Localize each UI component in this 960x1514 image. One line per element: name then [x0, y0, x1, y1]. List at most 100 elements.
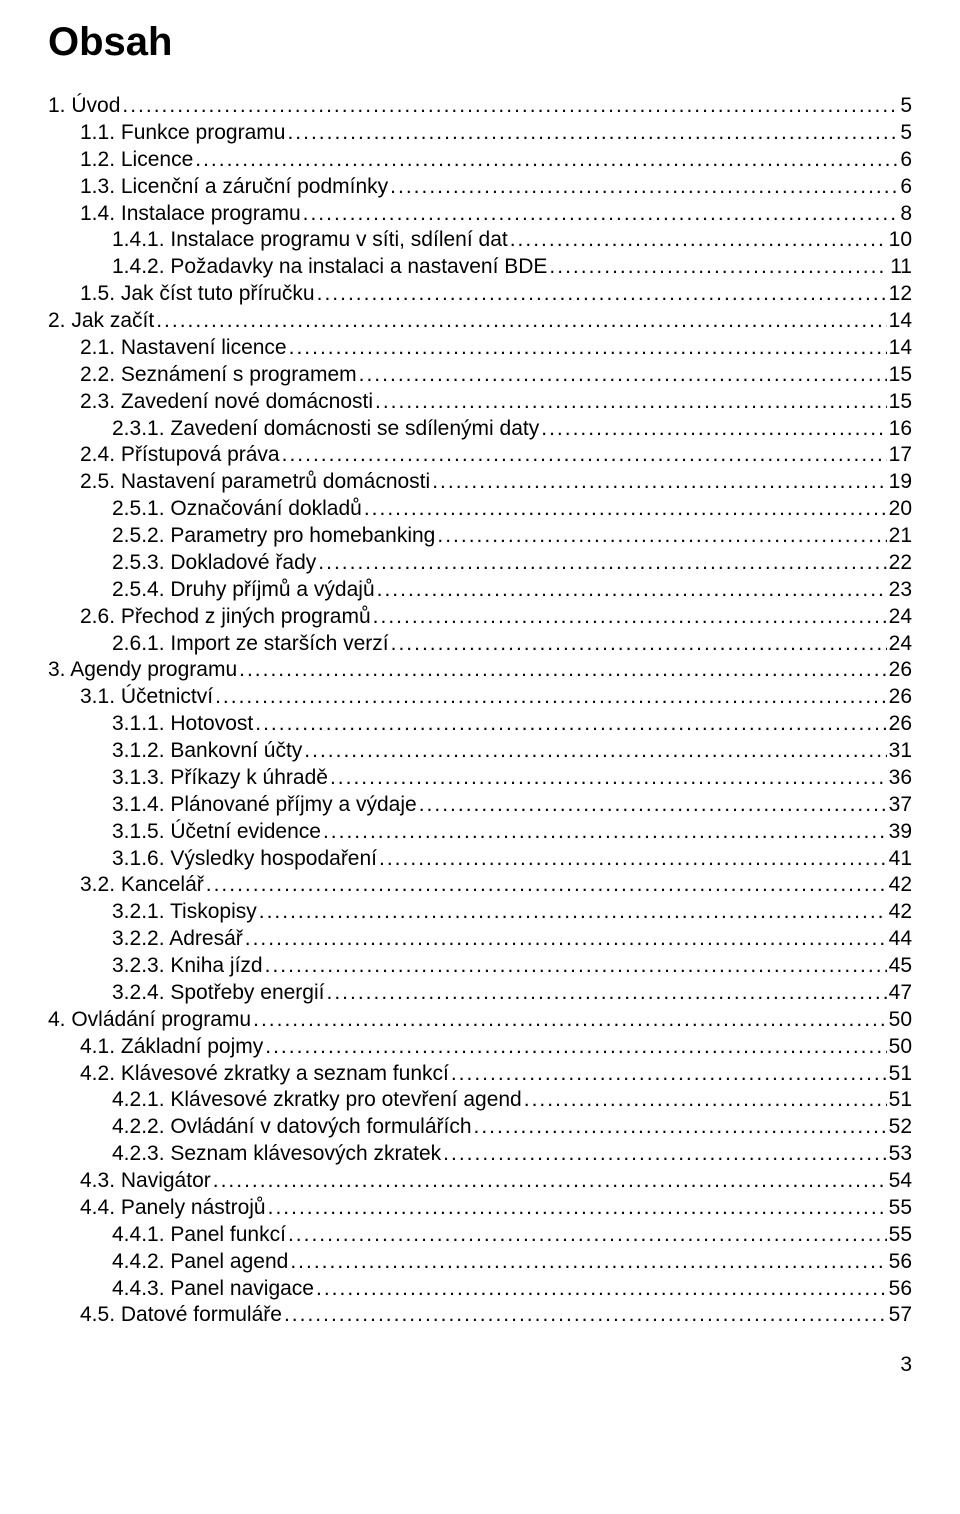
toc-entry-label: 3.1.4. Plánované příjmy a výdaje — [112, 792, 417, 819]
toc-entry-label: 2.2. Seznámení s programem — [80, 362, 357, 389]
toc-entry-page: 55 — [889, 1222, 912, 1249]
toc-dots — [419, 792, 887, 819]
toc-dots — [391, 631, 887, 658]
toc-dots — [253, 1007, 887, 1034]
toc-entry-page: 31 — [889, 738, 912, 765]
toc-entry-page: 26 — [889, 684, 912, 711]
toc-dots — [304, 738, 886, 765]
toc-dots — [437, 523, 886, 550]
toc-entry: 4.2.3. Seznam klávesových zkratek 53 — [48, 1141, 912, 1168]
toc-entry: 3.1.5. Účetní evidence39 — [48, 819, 912, 846]
toc-dots — [265, 1034, 886, 1061]
page-number: 3 — [48, 1353, 912, 1377]
toc-dots — [510, 227, 887, 254]
toc-entry-label: 2.3.1. Zavedení domácnosti se sdílenými … — [112, 416, 539, 443]
toc-entry: 2.3. Zavedení nové domácnosti 15 — [48, 389, 912, 416]
toc-entry-page: 14 — [889, 335, 912, 362]
toc-dots — [259, 899, 887, 926]
toc-entry-page: 26 — [889, 711, 912, 738]
toc-entry: 2.1. Nastavení licence14 — [48, 335, 912, 362]
toc-dots — [377, 577, 887, 604]
toc-entry-page: 15 — [889, 389, 912, 416]
toc-dots — [541, 416, 886, 443]
toc-dots — [316, 1276, 887, 1303]
toc-entry: 4.1. Základní pojmy50 — [48, 1034, 912, 1061]
toc-entry: 2.5.1. Označování dokladů 20 — [48, 496, 912, 523]
toc-entry-label: 3.1.5. Účetní evidence — [112, 819, 321, 846]
toc-entry-page: 44 — [889, 926, 912, 953]
toc-entry: 2.5.3. Dokladové řady22 — [48, 550, 912, 577]
toc-entry-label: 2.6.1. Import ze starších verzí — [112, 631, 389, 658]
toc-entry-label: 2.3. Zavedení nové domácnosti — [80, 389, 373, 416]
toc-entry-page: 24 — [889, 604, 912, 631]
toc-entry-label: 2.6. Přechod z jiných programů — [80, 604, 371, 631]
toc-entry-page: 36 — [889, 765, 912, 792]
toc-entry-page: 53 — [889, 1141, 912, 1168]
toc-entry-label: 1. Úvod — [48, 93, 120, 120]
toc-dots — [330, 765, 887, 792]
toc-entry-label: 3. Agendy programu — [48, 657, 237, 684]
toc-entry-label: 4.4.3. Panel navigace — [112, 1276, 314, 1303]
toc-dots — [255, 711, 886, 738]
toc-entry-page: 12 — [889, 281, 912, 308]
toc-entry-page: 16 — [889, 416, 912, 443]
toc-entry-page: 14 — [889, 308, 912, 335]
toc-entry: 1. Úvod5 — [48, 93, 912, 120]
toc-entry-label: 1.2. Licence — [80, 147, 193, 174]
toc-entry: 1.4.1. Instalace programu v síti, sdílen… — [48, 227, 912, 254]
toc-entry-page: 20 — [889, 496, 912, 523]
toc-entry: 2.2. Seznámení s programem15 — [48, 362, 912, 389]
toc-dots — [379, 846, 887, 873]
toc-entry: 1.4.2. Požadavky na instalaci a nastaven… — [48, 254, 912, 281]
toc-entry-page: 21 — [889, 523, 912, 550]
toc-entry-label: 3.2.1. Tiskopisy — [112, 899, 257, 926]
toc-entry: 4.5. Datové formuláře57 — [48, 1302, 912, 1329]
toc-entry-label: 1.4. Instalace programu — [80, 201, 301, 228]
toc-entry: 4.2.1. Klávesové zkratky pro otevření ag… — [48, 1087, 912, 1114]
toc-entry-label: 3.2. Kancelář — [80, 872, 204, 899]
toc-dots — [318, 550, 886, 577]
toc-entry-page: 6 — [900, 174, 912, 201]
toc-dots — [451, 1061, 887, 1088]
toc-entry: 1.4. Instalace programu8 — [48, 201, 912, 228]
toc-dots — [122, 93, 898, 120]
toc-dots — [474, 1114, 887, 1141]
toc-entry: 3.2.2. Adresář44 — [48, 926, 912, 953]
toc-dots — [323, 819, 887, 846]
toc-entry: 3.2.3. Kniha jízd45 — [48, 953, 912, 980]
toc-entry-label: 1.5. Jak číst tuto příručku — [80, 281, 315, 308]
page-title: Obsah — [48, 20, 912, 65]
toc-entry: 3.1.1. Hotovost26 — [48, 711, 912, 738]
toc-dots — [284, 1302, 887, 1329]
toc-entry: 4. Ovládání programu50 — [48, 1007, 912, 1034]
toc-entry: 2. Jak začít14 — [48, 308, 912, 335]
toc-dots — [443, 1141, 886, 1168]
toc-entry-label: 4.1. Základní pojmy — [80, 1034, 263, 1061]
toc-entry-page: 5 — [900, 120, 912, 147]
toc-entry-label: 3.2.3. Kniha jízd — [112, 953, 263, 980]
toc-entry-page: 54 — [889, 1168, 912, 1195]
toc-entry-page: 41 — [889, 846, 912, 873]
toc-entry: 2.3.1. Zavedení domácnosti se sdílenými … — [48, 416, 912, 443]
toc-entry: 3.2.4. Spotřeby energií47 — [48, 980, 912, 1007]
toc-entry: 3.2.1. Tiskopisy42 — [48, 899, 912, 926]
toc-entry-label: 3.1. Účetnictví — [80, 684, 213, 711]
toc-entry-page: 37 — [889, 792, 912, 819]
toc-entry-label: 4.4.1. Panel funkcí — [112, 1222, 286, 1249]
toc-entry-label: 2.5.1. Označování dokladů — [112, 496, 362, 523]
toc-entry: 4.4.3. Panel navigace56 — [48, 1276, 912, 1303]
toc-entry-page: 51 — [889, 1087, 912, 1114]
toc-entry-label: 1.1. Funkce programu — [80, 120, 285, 147]
toc-dots — [268, 1195, 887, 1222]
toc-dots — [303, 201, 899, 228]
toc-entry: 1.5. Jak číst tuto příručku 12 — [48, 281, 912, 308]
toc-dots — [317, 281, 887, 308]
toc-entry-label: 4.2.3. Seznam klávesových zkratek — [112, 1141, 441, 1168]
toc-entry-page: 51 — [889, 1061, 912, 1088]
toc-entry-page: 55 — [889, 1195, 912, 1222]
toc-entry-label: 4. Ovládání programu — [48, 1007, 251, 1034]
toc-dots — [390, 174, 898, 201]
toc-entry-label: 4.2.1. Klávesové zkratky pro otevření ag… — [112, 1087, 522, 1114]
toc-entry: 3.1.6. Výsledky hospodaření41 — [48, 846, 912, 873]
toc-entry-page: 11 — [890, 254, 912, 281]
